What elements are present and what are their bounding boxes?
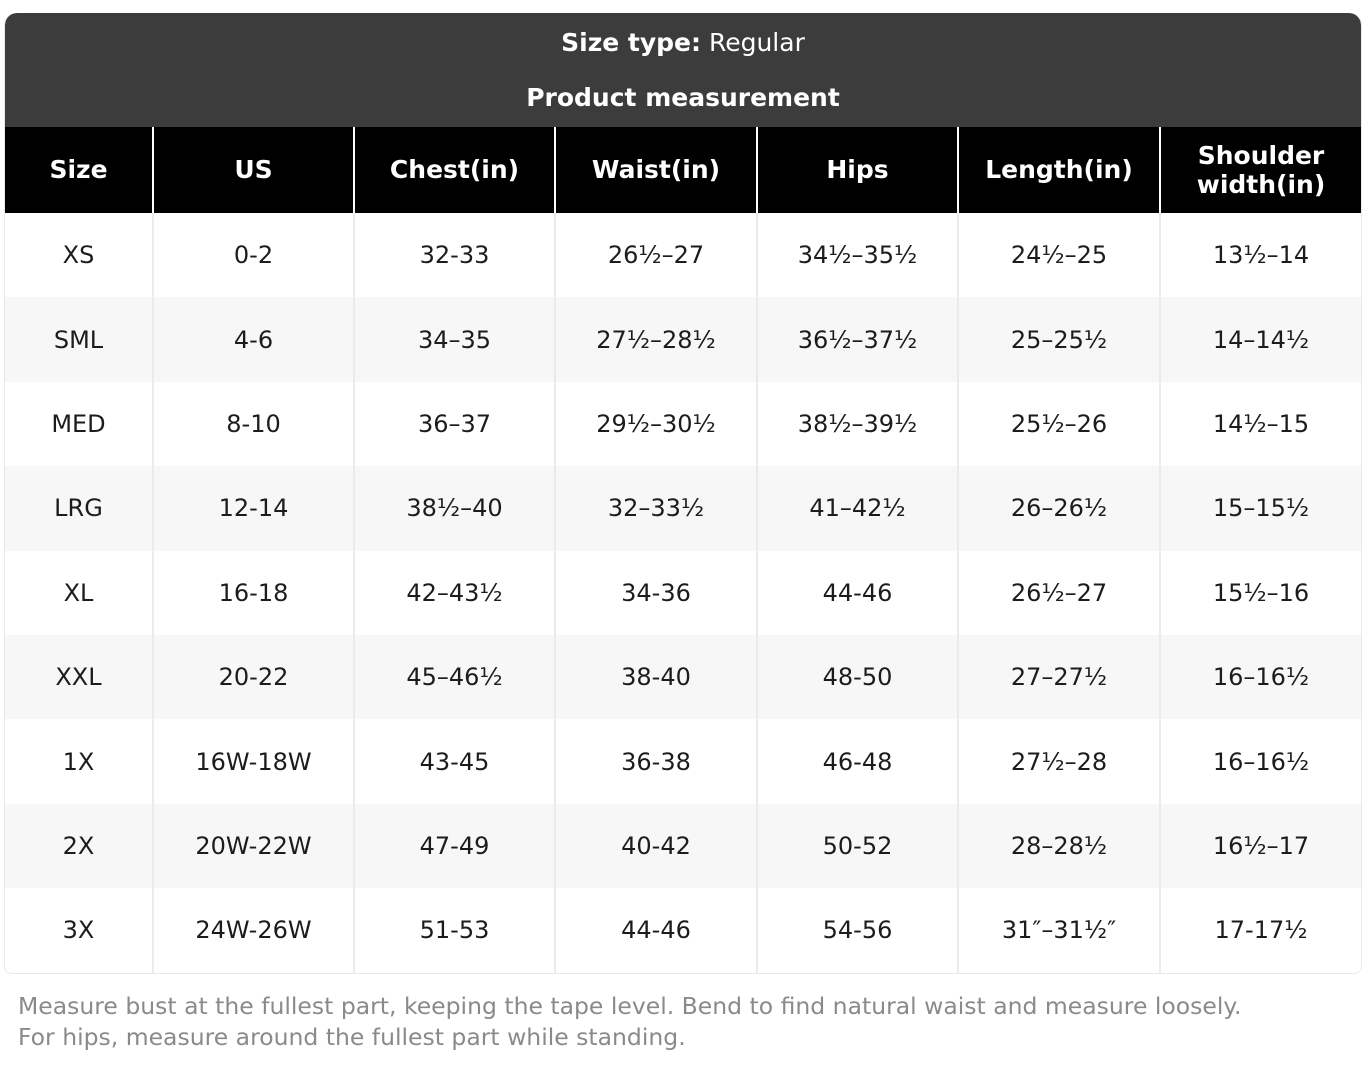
table-cell: 51-53 xyxy=(355,888,556,973)
column-header-length-in: Length(in) xyxy=(959,127,1161,213)
table-cell: 26½–27 xyxy=(556,213,758,298)
size-chart-card: Size type: Regular Product measurement S… xyxy=(4,13,1362,974)
table-cell: 17-17½ xyxy=(1161,888,1361,973)
table-cell: 36–37 xyxy=(355,381,556,467)
table-cell: 20-22 xyxy=(154,634,355,720)
table-cell: 16½–17 xyxy=(1161,803,1361,889)
row-size-label: XL xyxy=(5,550,154,635)
table-cell: 13½–14 xyxy=(1161,213,1361,298)
column-header-hips: Hips xyxy=(758,127,959,213)
table-cell: 36-38 xyxy=(556,719,758,804)
table-cell: 16–16½ xyxy=(1161,634,1361,720)
size-type-value: Regular xyxy=(701,28,805,57)
row-size-label: MED xyxy=(5,381,154,467)
table-cell: 43-45 xyxy=(355,719,556,804)
table-cell: 34½–35½ xyxy=(758,213,959,298)
size-type-line: Size type: Regular xyxy=(561,28,805,57)
row-size-label: XXL xyxy=(5,634,154,720)
table-cell: 44-46 xyxy=(758,550,959,635)
product-measurement-title: Product measurement xyxy=(526,83,840,112)
table-cell: 16–16½ xyxy=(1161,719,1361,804)
table-cell: 34–35 xyxy=(355,297,556,382)
table-cell: 48-50 xyxy=(758,634,959,720)
table-cell: 27–27½ xyxy=(959,634,1161,720)
table-cell: 4-6 xyxy=(154,297,355,382)
column-header-us: US xyxy=(154,127,355,213)
table-cell: 26½–27 xyxy=(959,550,1161,635)
table-cell: 14½–15 xyxy=(1161,381,1361,467)
table-cell: 40-42 xyxy=(556,803,758,889)
table-cell: 42–43½ xyxy=(355,550,556,635)
table-cell: 34-36 xyxy=(556,550,758,635)
table-cell: 47-49 xyxy=(355,803,556,889)
table-cell: 31″–31½″ xyxy=(959,888,1161,973)
table-cell: 8-10 xyxy=(154,381,355,467)
table-cell: 25–25½ xyxy=(959,297,1161,382)
row-size-label: 1X xyxy=(5,719,154,804)
table-cell: 20W-22W xyxy=(154,803,355,889)
table-cell: 29½–30½ xyxy=(556,381,758,467)
row-size-label: XS xyxy=(5,213,154,298)
table-cell: 41–42½ xyxy=(758,466,959,551)
table-cell: 25½–26 xyxy=(959,381,1161,467)
table-cell: 46-48 xyxy=(758,719,959,804)
column-header-waist-in: Waist(in) xyxy=(556,127,758,213)
table-cell: 54-56 xyxy=(758,888,959,973)
row-size-label: 2X xyxy=(5,803,154,889)
row-size-label: SML xyxy=(5,297,154,382)
table-cell: 0-2 xyxy=(154,213,355,298)
table-cell: 27½–28 xyxy=(959,719,1161,804)
table-cell: 50-52 xyxy=(758,803,959,889)
table-cell: 45–46½ xyxy=(355,634,556,720)
row-size-label: 3X xyxy=(5,888,154,973)
table-cell: 36½–37½ xyxy=(758,297,959,382)
table-cell: 38-40 xyxy=(556,634,758,720)
table-cell: 24½–25 xyxy=(959,213,1161,298)
table-cell: 28–28½ xyxy=(959,803,1161,889)
table-cell: 32–33½ xyxy=(556,466,758,551)
column-header-size: Size xyxy=(5,127,154,213)
table-cell: 44-46 xyxy=(556,888,758,973)
table-cell: 15–15½ xyxy=(1161,466,1361,551)
table-cell: 16W-18W xyxy=(154,719,355,804)
table-cell: 26–26½ xyxy=(959,466,1161,551)
table-cell: 12-14 xyxy=(154,466,355,551)
table-cell: 27½–28½ xyxy=(556,297,758,382)
table-cell: 38½–39½ xyxy=(758,381,959,467)
size-chart-table: Size US Chest(in) Waist(in) Hips Length(in) Sh… xyxy=(5,127,1361,973)
row-size-label: LRG xyxy=(5,466,154,551)
size-type-label: Size type: xyxy=(561,28,702,57)
column-header-shoulder-width-in: Shoulder width(in) xyxy=(1161,127,1361,213)
size-type-banner: Size type: Regular Product measurement xyxy=(5,13,1361,127)
column-header-chest-in: Chest(in) xyxy=(355,127,556,213)
table-cell: 14–14½ xyxy=(1161,297,1361,382)
table-cell: 38½–40 xyxy=(355,466,556,551)
table-cell: 16-18 xyxy=(154,550,355,635)
measurement-note: Measure bust at the fullest part, keepin… xyxy=(18,991,1242,1051)
table-cell: 15½–16 xyxy=(1161,550,1361,635)
table-cell: 32-33 xyxy=(355,213,556,298)
table-cell: 24W-26W xyxy=(154,888,355,973)
